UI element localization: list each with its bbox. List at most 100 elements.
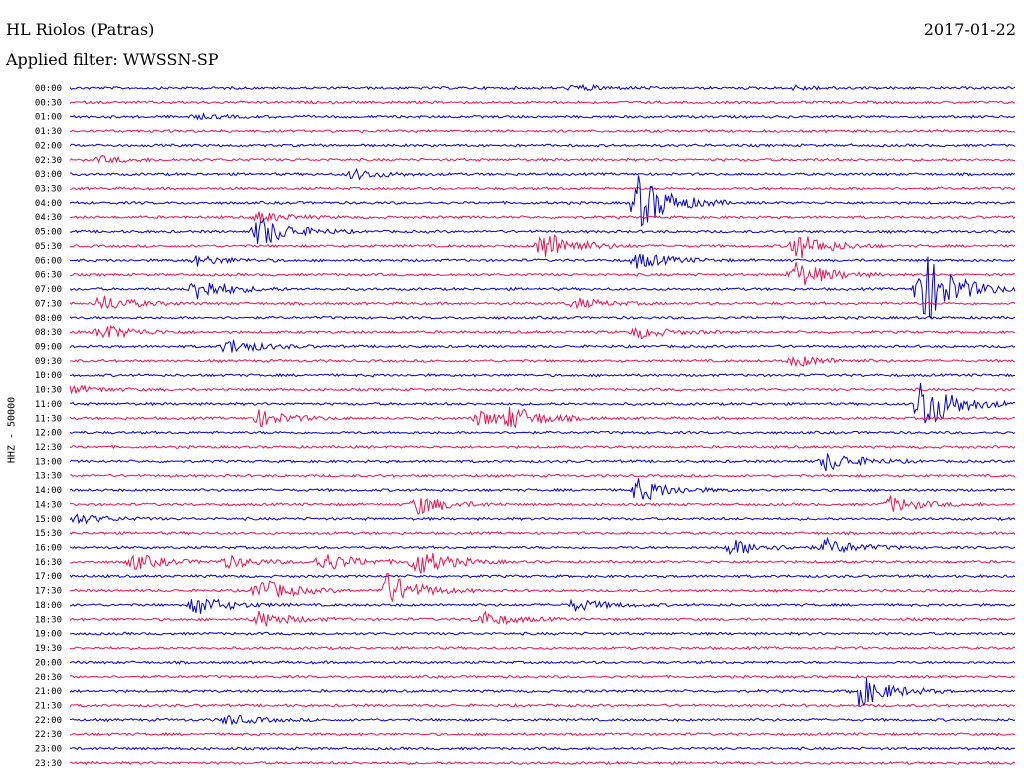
- time-tick-label: 08:00: [35, 314, 62, 324]
- trace-line: [69, 473, 1016, 478]
- time-tick-label: 15:30: [35, 529, 62, 539]
- time-tick-label: 13:00: [35, 457, 62, 467]
- time-tick-label: 11:00: [35, 400, 62, 410]
- trace-line: [69, 453, 1016, 472]
- time-tick-label: 12:00: [35, 429, 62, 439]
- trace-line: [70, 112, 1016, 121]
- time-tick-label: 12:30: [35, 443, 62, 453]
- time-tick-label: 22:30: [35, 730, 62, 740]
- time-tick-label: 02:00: [35, 141, 62, 151]
- time-tick-label: 03:30: [35, 185, 62, 195]
- time-tick-label: 18:30: [35, 615, 62, 625]
- trace-line: [69, 315, 1016, 320]
- time-tick-label: 14:00: [35, 486, 62, 496]
- trace-line: [69, 572, 1016, 602]
- trace-line: [69, 256, 1016, 320]
- time-tick-label: 22:00: [35, 716, 62, 726]
- time-tick-label: 20:00: [35, 658, 62, 668]
- trace-line: [69, 211, 1016, 223]
- trace-line: [69, 760, 1016, 766]
- time-tick-label: 18:00: [35, 601, 62, 611]
- time-tick-label: 04:30: [35, 213, 62, 223]
- time-tick-label: 14:30: [35, 500, 62, 510]
- trace-line: [69, 355, 1016, 368]
- time-tick-label: 02:30: [35, 156, 62, 166]
- time-tick-label: 01:30: [35, 127, 62, 137]
- time-tick-label: 07:30: [35, 299, 62, 309]
- time-tick-label: 17:30: [35, 587, 62, 597]
- trace-line: [69, 444, 1016, 450]
- time-tick-label: 19:00: [35, 630, 62, 640]
- time-tick-label: 08:30: [35, 328, 62, 338]
- time-tick-label: 16:00: [35, 544, 62, 554]
- time-tick-label: 20:30: [35, 673, 62, 683]
- time-tick-label: 23:30: [35, 759, 62, 769]
- trace-line: [69, 478, 1016, 500]
- trace-line: [69, 253, 1016, 269]
- trace-line: [70, 262, 1016, 286]
- time-tick-label: 00:00: [35, 84, 62, 94]
- time-tick-label: 06:30: [35, 271, 62, 281]
- time-tick-label: 05:30: [35, 242, 62, 252]
- trace-line: [69, 372, 1015, 378]
- trace-line: [69, 553, 1016, 574]
- time-tick-label: 10:30: [35, 386, 62, 396]
- trace-line: [69, 83, 1016, 92]
- trace-line: [69, 324, 1016, 340]
- time-tick-label: 04:00: [35, 199, 62, 209]
- trace-line: [69, 674, 1016, 679]
- time-tick-label: 13:30: [35, 472, 62, 482]
- time-tick-label: 11:30: [35, 414, 62, 424]
- trace-line: [69, 610, 1016, 627]
- trace-line: [69, 530, 1016, 536]
- time-tick-label: 05:00: [35, 228, 62, 238]
- trace-line: [69, 155, 1016, 165]
- time-tick-label: 17:00: [35, 572, 62, 582]
- trace-line: [69, 536, 1016, 556]
- trace-line: [69, 406, 1016, 429]
- time-tick-label: 23:00: [35, 745, 62, 755]
- trace-line: [70, 746, 1016, 751]
- trace-line: [69, 234, 1016, 259]
- time-tick-label: 07:00: [35, 285, 62, 295]
- time-tick-label: 19:30: [35, 644, 62, 654]
- time-tick-label: 15:00: [35, 515, 62, 525]
- time-tick-label: 09:00: [35, 342, 62, 352]
- trace-line: [69, 660, 1016, 665]
- trace-line: [69, 714, 1016, 726]
- trace-line: [69, 430, 1016, 435]
- time-tick-label: 10:00: [35, 371, 62, 381]
- trace-line: [69, 513, 1016, 525]
- trace-line: [69, 631, 1016, 636]
- filter-label: Applied filter: WWSSN-SP: [6, 50, 219, 69]
- trace-line: [69, 573, 1016, 579]
- trace-line: [69, 339, 1016, 353]
- time-tick-label: 06:00: [35, 256, 62, 266]
- trace-line: [69, 167, 1016, 181]
- time-tick-label: 09:30: [35, 357, 62, 367]
- trace-line: [69, 703, 1016, 708]
- station-title: HL Riolos (Patras): [6, 20, 155, 39]
- trace-line: [69, 186, 1016, 191]
- trace-line: [69, 175, 1016, 227]
- time-tick-label: 16:30: [35, 558, 62, 568]
- trace-line: [69, 295, 1016, 310]
- trace-line: [69, 100, 1016, 105]
- time-tick-label: 21:30: [35, 701, 62, 711]
- trace-line: [69, 678, 1016, 707]
- trace-line: [69, 384, 1016, 395]
- trace-line: [69, 217, 1016, 245]
- trace-line: [69, 143, 1016, 148]
- time-tick-label: 21:00: [35, 687, 62, 697]
- trace-line: [69, 128, 1016, 134]
- trace-line: [69, 495, 1016, 516]
- trace-line: [69, 645, 1016, 651]
- trace-line: [69, 731, 1016, 737]
- trace-line: [70, 598, 1016, 614]
- date-label: 2017-01-22: [923, 20, 1016, 39]
- trace-line: [69, 382, 1016, 424]
- time-tick-label: 03:00: [35, 170, 62, 180]
- time-tick-label: 01:00: [35, 113, 62, 123]
- time-tick-label: 00:30: [35, 98, 62, 108]
